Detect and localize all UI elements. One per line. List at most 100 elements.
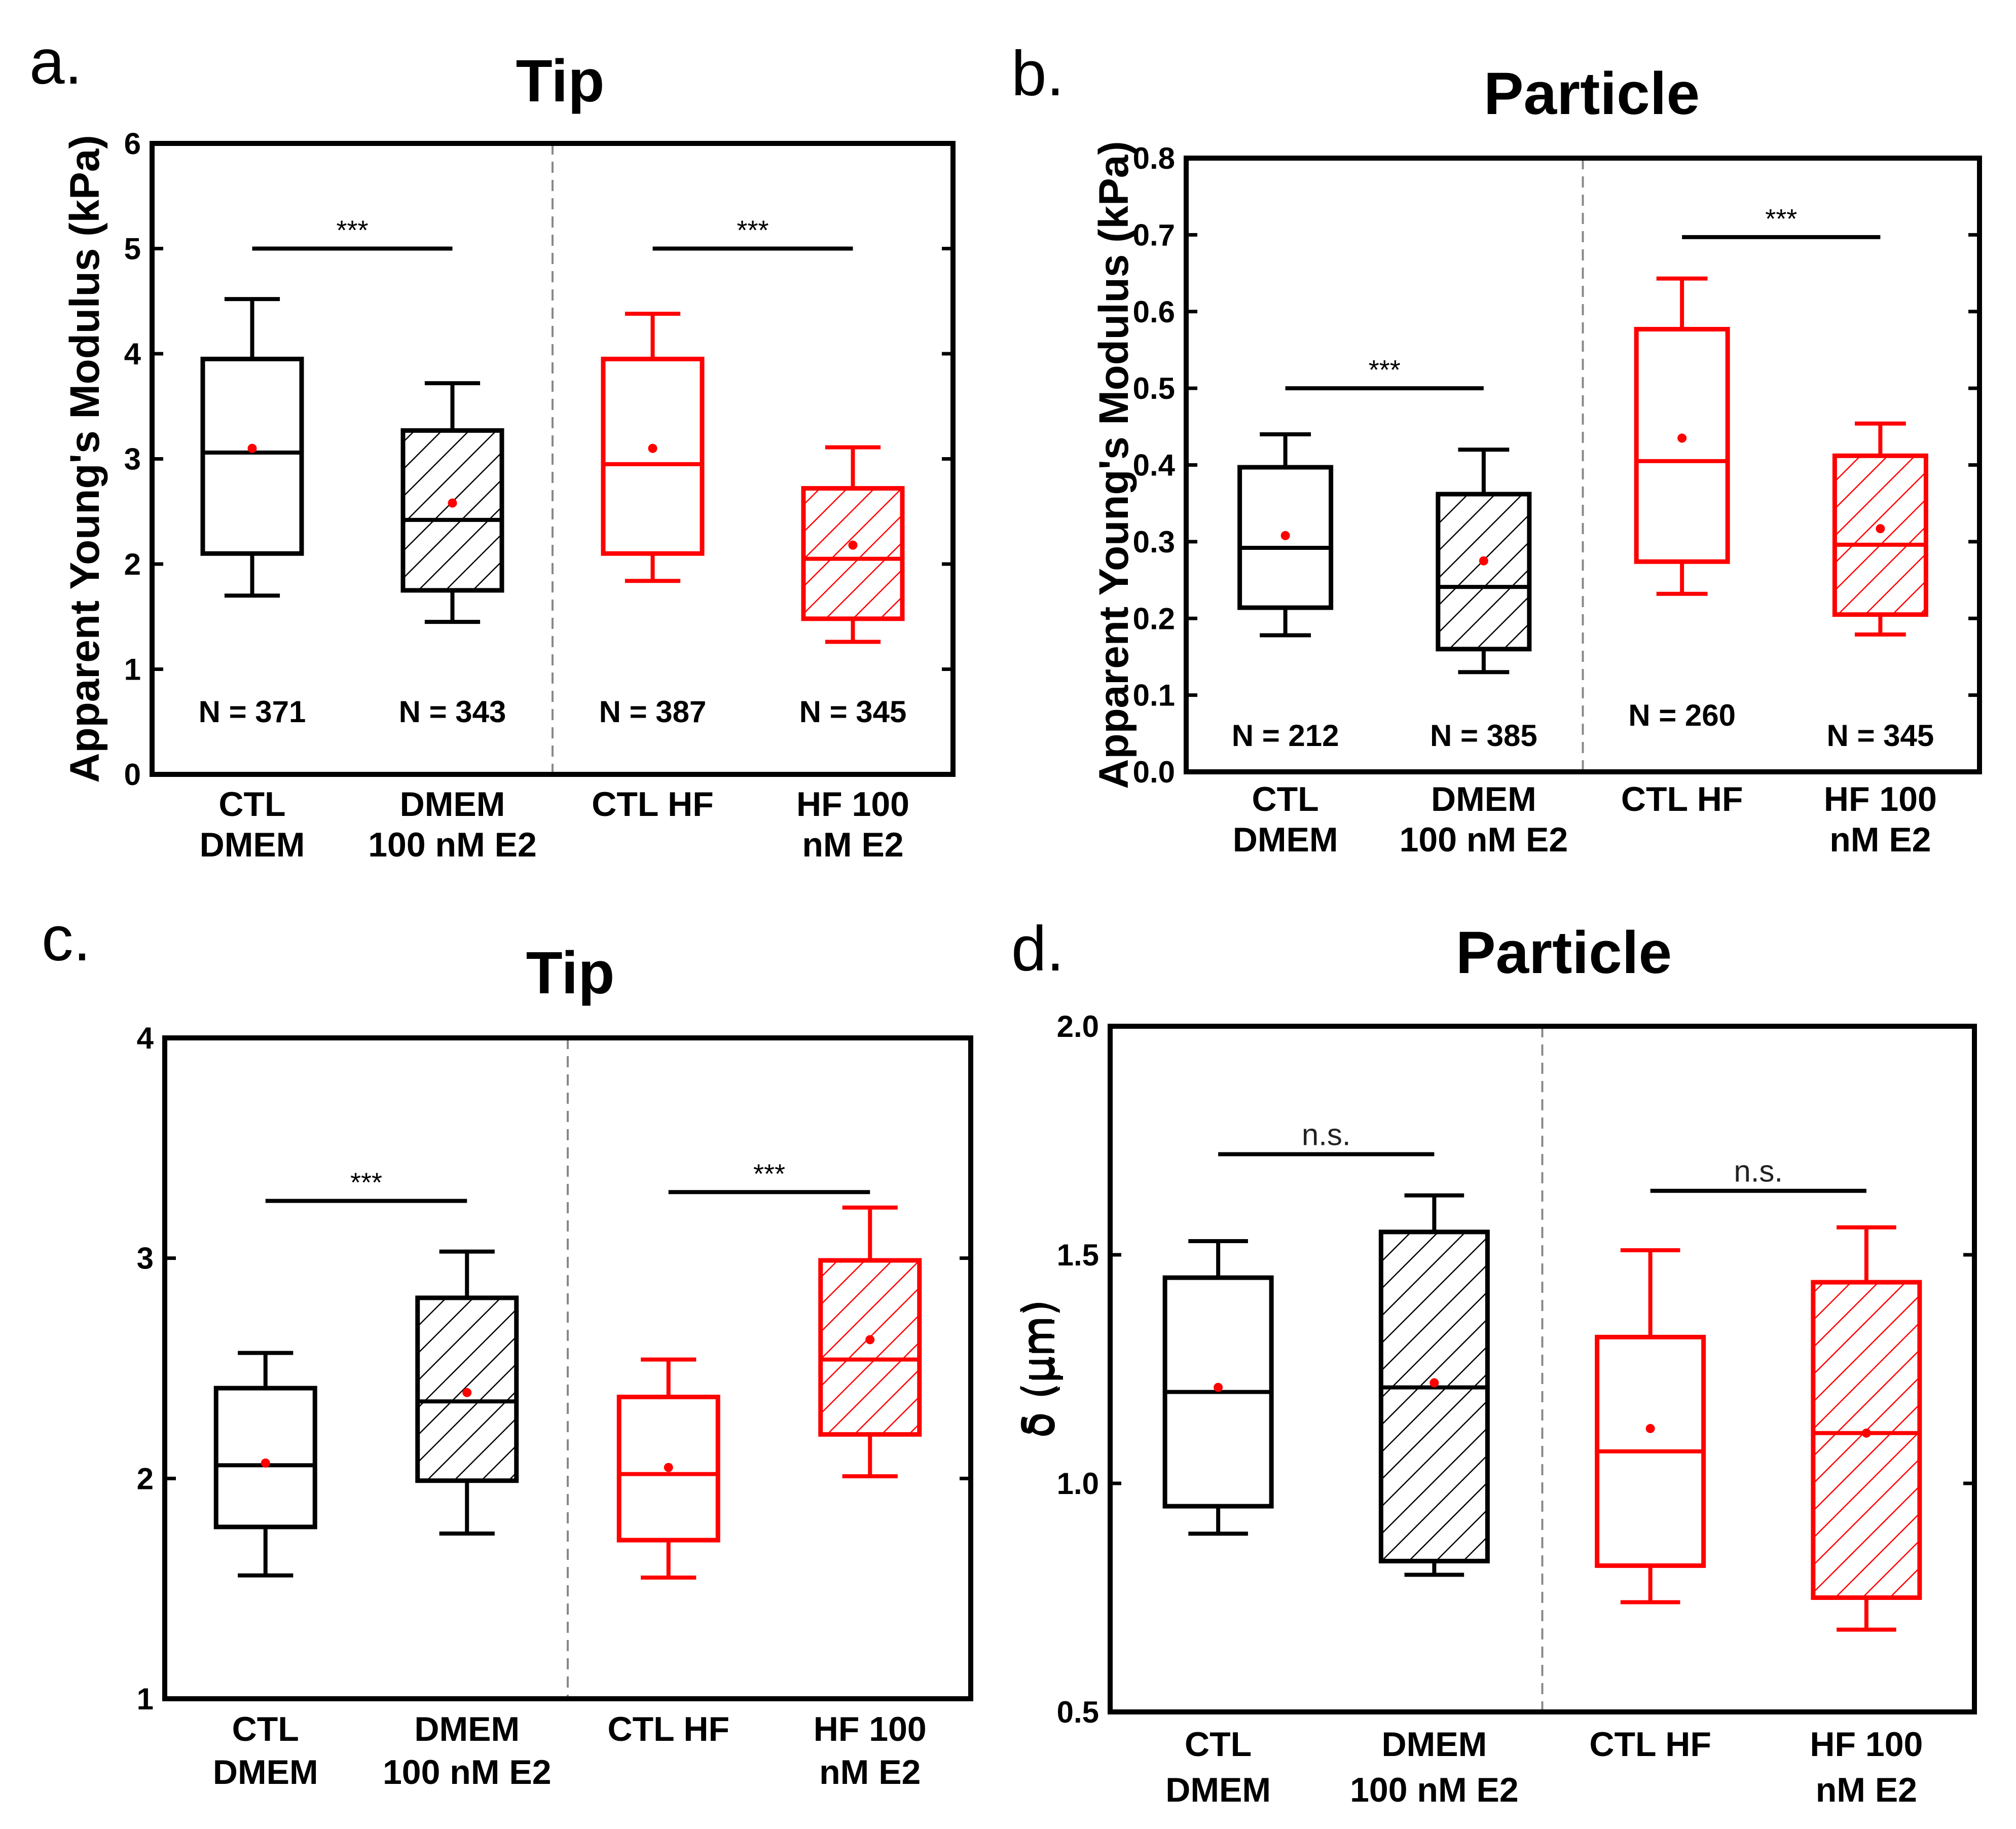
y-tick-label: 3 [124, 442, 141, 476]
significance-label: n.s. [1302, 1118, 1351, 1152]
iqr-box [1634, 327, 1730, 564]
n-count-label: N = 345 [799, 695, 907, 729]
y-tick-label: 0.4 [1133, 449, 1176, 482]
y-tick-label: 0.6 [1133, 295, 1175, 329]
chart-title: Tip [516, 48, 605, 115]
y-tick-label: 0.8 [1133, 141, 1175, 175]
y-tick-label: 2 [124, 547, 141, 581]
iqr-box [801, 486, 905, 621]
x-category-label: HF 100 [796, 785, 909, 824]
mean-marker [848, 540, 858, 550]
iqr-box [601, 356, 705, 556]
iqr-box [1378, 1229, 1490, 1563]
significance-label: *** [753, 1159, 785, 1189]
panel-letter: a. [29, 27, 82, 97]
x-category-label: 100 nM E2 [1350, 1771, 1519, 1809]
y-axis-label: δ (μm) [1016, 1300, 1065, 1438]
y-tick-label: 0.1 [1133, 679, 1175, 713]
x-category-label: HF 100 [814, 1710, 927, 1748]
significance-label: n.s. [1734, 1154, 1783, 1188]
plot-frame [1184, 156, 1982, 774]
x-category-label: CTL [232, 1710, 299, 1748]
x-category-label: CTL [218, 785, 285, 824]
y-tick-label: 1.5 [1057, 1238, 1099, 1272]
mean-marker [1429, 1378, 1439, 1388]
panel-letter: c. [42, 904, 91, 974]
box-4 [818, 1205, 922, 1478]
y-tick-label: 1 [137, 1682, 154, 1716]
significance-label: *** [1765, 204, 1797, 234]
x-category-label: DMEM [414, 1710, 520, 1748]
significance-label: *** [336, 215, 368, 246]
y-tick-label: 2.0 [1057, 1010, 1099, 1043]
x-category-label: CTL HF [592, 785, 714, 824]
x-category-label: DMEM [1431, 780, 1536, 818]
y-tick-label: 6 [124, 127, 141, 161]
y-tick-label: 1.0 [1057, 1467, 1099, 1501]
y-tick-label: 0 [124, 758, 141, 792]
n-count-label: N = 387 [599, 695, 707, 729]
x-category-label: DMEM [200, 826, 305, 864]
x-category-label: HF 100 [1824, 780, 1937, 818]
y-axis-label: Apparent Young's Modulus (kPa) [1091, 141, 1137, 789]
box-2 [1436, 447, 1532, 675]
iqr-box [818, 1258, 922, 1437]
mean-marker [247, 443, 257, 453]
plot-frame [162, 1035, 973, 1701]
mean-marker [648, 443, 657, 453]
mean-marker [1876, 524, 1885, 534]
x-category-label: nM E2 [1829, 820, 1931, 859]
mean-marker [1645, 1424, 1655, 1433]
panel-c: c. Tip δ (μm) 1 2 3 4 CTL DMEM DMEM 100 nM E2 CTL H… [42, 904, 1062, 1791]
mean-marker [1280, 531, 1290, 540]
iqr-box [400, 428, 504, 593]
x-category-label: nM E2 [802, 826, 903, 864]
y-tick-label: 4 [124, 337, 141, 371]
iqr-box [616, 1395, 720, 1543]
mean-marker [261, 1458, 270, 1468]
chart-title: Tip [526, 940, 615, 1006]
box-2 [1378, 1193, 1490, 1577]
x-category-label: DMEM [213, 1753, 318, 1791]
box-3 [1634, 276, 1730, 596]
x-category-label: nM E2 [1816, 1771, 1917, 1809]
y-tick-label: 1 [124, 653, 141, 687]
x-category-label: CTL HF [1589, 1725, 1711, 1764]
y-tick-label: 4 [137, 1021, 154, 1055]
panel-letter: d. [1011, 914, 1064, 984]
y-tick-label: 0.5 [1057, 1695, 1099, 1729]
chart-title: Particle [1456, 919, 1672, 986]
iqr-box [1237, 465, 1334, 610]
iqr-box [1832, 453, 1928, 617]
box-1 [200, 297, 304, 598]
plot-frame [150, 141, 956, 777]
n-count-label: N = 343 [399, 695, 506, 729]
iqr-box [1436, 492, 1532, 652]
x-category-label: HF 100 [1810, 1725, 1923, 1764]
box-1 [1162, 1239, 1274, 1536]
x-category-label: DMEM [400, 785, 505, 824]
y-tick-label: 0.0 [1133, 755, 1175, 789]
mean-marker [664, 1463, 673, 1472]
mean-marker [1479, 556, 1488, 566]
x-category-label: DMEM [1381, 1725, 1487, 1764]
x-category-label: CTL HF [608, 1710, 730, 1748]
box-3 [601, 312, 705, 583]
significance-label: *** [737, 215, 768, 246]
chart-title: Particle [1484, 60, 1700, 127]
y-tick-label: 5 [124, 232, 141, 266]
mean-marker [448, 498, 457, 508]
panel-d: d. Particle δ (μm) 0.5 1.0 1.5 2.0 CTL DMEM DMEM 1… [1011, 914, 1977, 1809]
y-tick-label: 0.3 [1133, 525, 1175, 559]
mean-marker [865, 1335, 875, 1345]
panel-a: a. Tip Apparent Young's Modulus (kPa) 0 1 2 3 4… [29, 27, 956, 864]
x-category-label: 100 nM E2 [1400, 820, 1568, 859]
y-tick-label: 0.5 [1133, 371, 1175, 405]
y-tick-label: 0.7 [1133, 218, 1175, 252]
mean-marker [1214, 1383, 1223, 1392]
n-count-label: N = 212 [1232, 719, 1339, 753]
box-4 [1832, 421, 1928, 637]
box-4 [801, 445, 905, 644]
panel-b: b. Particle Apparent Young's Modulus (kPa)… [1011, 39, 1982, 859]
